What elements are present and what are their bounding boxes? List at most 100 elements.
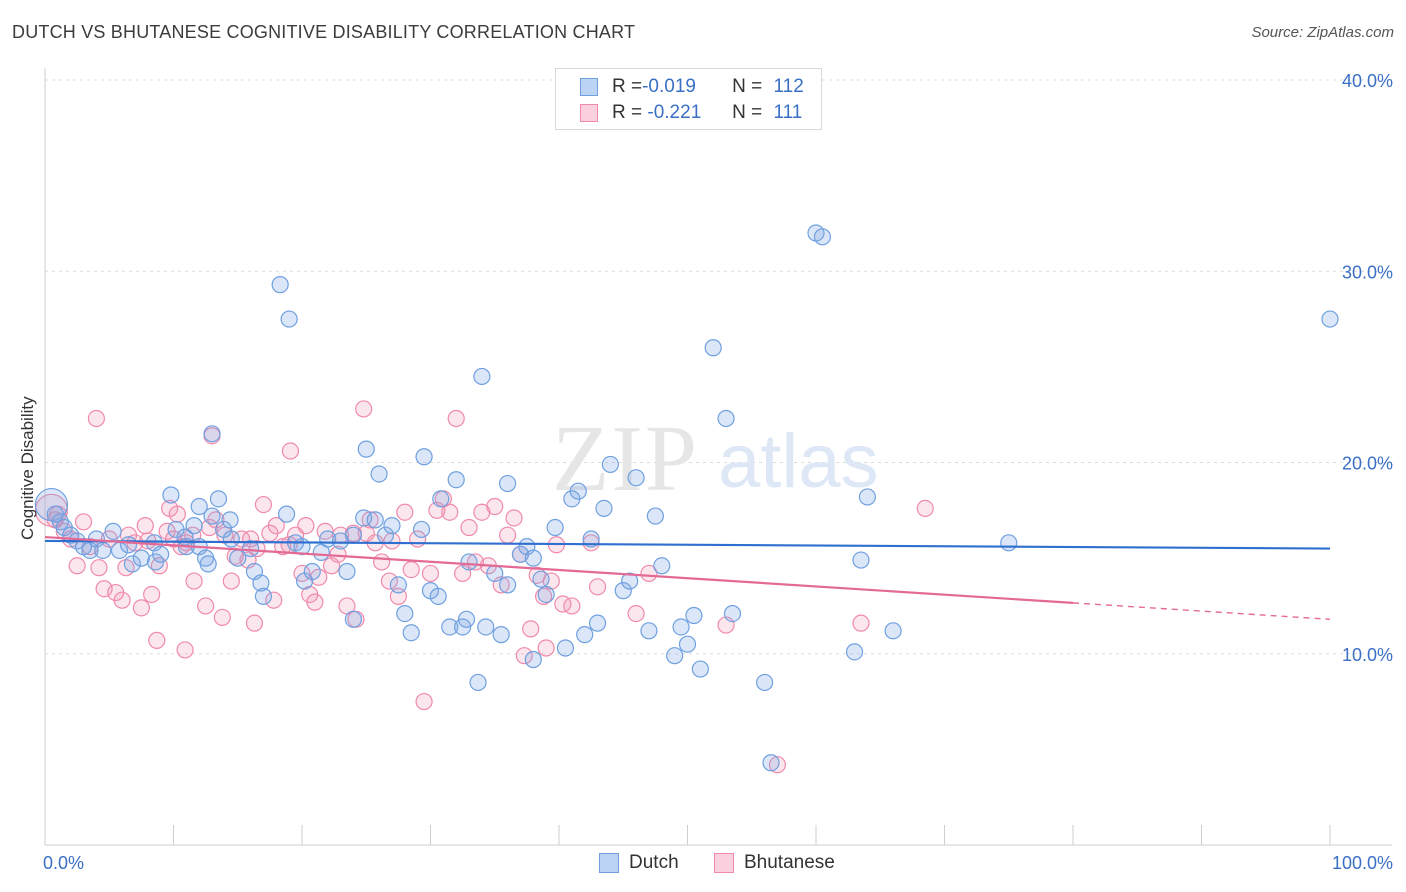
chart-title: DUTCH VS BHUTANESE COGNITIVE DISABILITY … xyxy=(12,22,636,42)
bhutanese-point xyxy=(281,442,300,460)
bhutanese-point xyxy=(396,503,414,521)
dutch-point xyxy=(1000,534,1018,552)
bhutanese-point xyxy=(222,572,240,590)
bhutanese-point xyxy=(537,639,555,657)
trend-lines xyxy=(44,535,1331,621)
bhutanese-point xyxy=(248,539,266,558)
dutch-point xyxy=(396,604,414,623)
dutch-point xyxy=(222,530,240,548)
dutch-point xyxy=(537,585,555,604)
bhutanese-point xyxy=(310,568,328,586)
n-label: N = xyxy=(732,102,768,123)
bhutanese-point xyxy=(505,509,523,527)
dutch-point xyxy=(402,624,420,642)
bhutanese-point xyxy=(916,499,934,517)
dutch-point xyxy=(370,465,388,483)
dutch-point xyxy=(190,497,208,516)
bhutanese-trend-extrapolation xyxy=(1072,602,1331,621)
bhutanese-point xyxy=(74,513,93,531)
dutch-point xyxy=(469,673,487,692)
dutch-point xyxy=(486,564,504,583)
dutch-point xyxy=(383,517,401,535)
dutch-point xyxy=(569,482,587,500)
source-label: Source: ZipAtlas.com xyxy=(1251,24,1394,41)
r-value-bhutanese: -0.221 xyxy=(642,102,702,123)
dutch-point xyxy=(104,522,122,540)
dutch-trend-line xyxy=(44,539,1331,550)
dutch-point xyxy=(209,490,228,508)
legend-label-dutch: Dutch xyxy=(629,852,679,873)
bhutanese-point xyxy=(132,599,150,617)
n-value-dutch: 112 xyxy=(773,76,804,97)
bhutanese-point xyxy=(588,578,607,596)
dutch-point xyxy=(614,582,632,600)
legend-item-dutch: Dutch xyxy=(599,852,679,874)
dutch-point xyxy=(582,530,600,548)
bhutanese-point xyxy=(373,553,391,571)
dutch-point xyxy=(412,520,431,539)
bhutanese-point xyxy=(213,608,231,627)
dutch-point xyxy=(672,618,690,636)
dutch-point xyxy=(588,614,607,632)
dutch-point xyxy=(432,490,450,508)
dutch-point xyxy=(666,647,684,665)
dutch-point xyxy=(344,526,362,544)
dutch-point xyxy=(429,587,447,605)
bhutanese-point xyxy=(499,526,517,544)
dutch-point xyxy=(627,469,645,487)
bhutanese-point xyxy=(113,591,131,609)
bhutanese-point xyxy=(185,572,203,590)
dutch-point xyxy=(1321,310,1339,328)
bhutanese-point xyxy=(297,517,315,535)
bhutanese-point xyxy=(383,532,401,550)
bhutanese-point xyxy=(136,517,154,535)
legend-item-bhutanese: Bhutanese xyxy=(714,852,835,874)
dutch-point xyxy=(344,610,362,628)
bhutanese-point xyxy=(245,614,264,632)
r-label: R = xyxy=(612,76,643,97)
bhutanese-point xyxy=(563,597,581,615)
bhutanese-point xyxy=(168,505,186,523)
dutch-point xyxy=(366,511,384,529)
dutch-point xyxy=(303,562,321,581)
x-tick-label: 100.0% xyxy=(1332,853,1393,873)
bhutanese-point xyxy=(522,620,540,638)
dutch-point xyxy=(755,673,774,692)
dutch-point xyxy=(277,505,296,523)
bhutanese-point xyxy=(515,647,533,665)
dutch-swatch xyxy=(580,78,598,96)
dutch-point xyxy=(119,536,138,554)
dutch-point xyxy=(162,486,180,504)
dutch-point xyxy=(94,541,112,560)
x-tick-label: 0.0% xyxy=(43,853,84,873)
dutch-point xyxy=(601,455,620,474)
dutch-point xyxy=(884,622,902,640)
y-tick-label: 30.0% xyxy=(1342,262,1393,282)
bhutanese-point xyxy=(355,400,373,418)
dutch-point xyxy=(457,610,476,628)
dutch-point xyxy=(280,310,298,328)
dutch-point xyxy=(254,587,273,605)
bhutanese-point xyxy=(534,587,553,605)
bhutanese-point xyxy=(87,409,106,428)
bhutanese-point xyxy=(148,631,166,649)
bhutanese-point xyxy=(768,756,787,774)
y-tick-label: 20.0% xyxy=(1342,454,1393,474)
bhutanese-point xyxy=(582,534,600,552)
dutch-point xyxy=(524,549,542,567)
stats-row-dutch: R = -0.019 N = 112 xyxy=(580,74,804,100)
stats-legend: R = -0.019 N = 112 R = -0.221 N = 111 xyxy=(555,68,822,130)
bhutanese-point xyxy=(447,409,465,428)
dutch-point xyxy=(813,228,832,246)
dutch-point xyxy=(242,539,260,558)
stats-row-bhutanese: R = -0.221 N = 111 xyxy=(580,100,802,126)
grid-lines xyxy=(45,79,1392,655)
dutch-point xyxy=(546,518,564,537)
r-label: R = xyxy=(612,102,643,123)
dutch-point xyxy=(271,276,289,294)
bhutanese-point xyxy=(267,517,285,535)
dutch-point xyxy=(460,553,478,571)
dutch-point xyxy=(203,425,221,443)
dutch-point xyxy=(473,367,491,386)
